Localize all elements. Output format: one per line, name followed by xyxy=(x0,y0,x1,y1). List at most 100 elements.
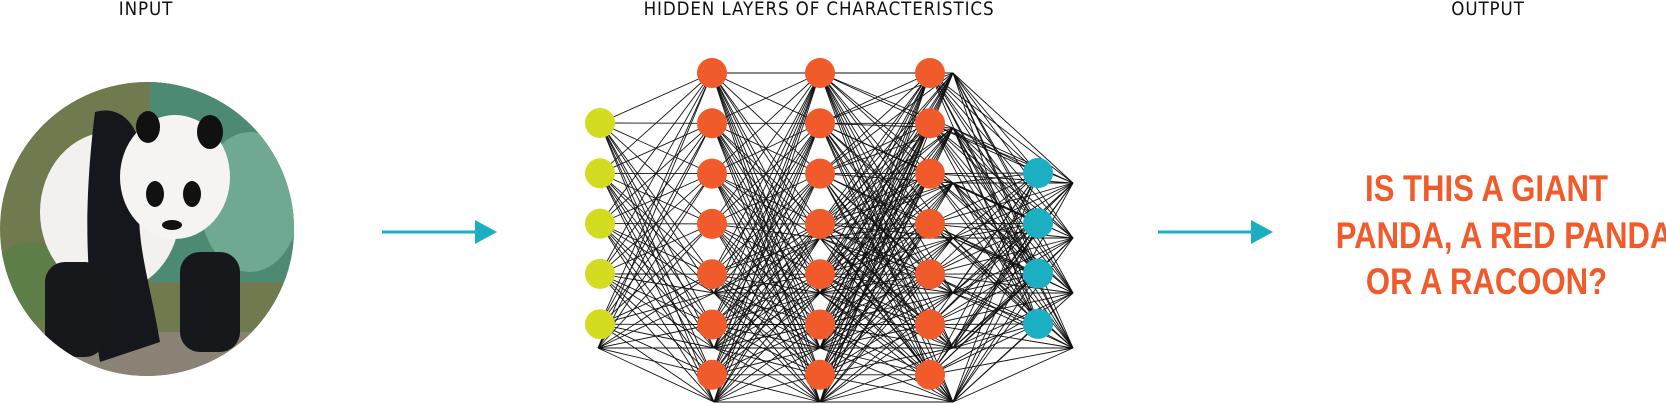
hidden-node xyxy=(697,309,727,340)
connection-line xyxy=(599,72,713,325)
connection-line xyxy=(952,237,1039,325)
hidden-node xyxy=(915,359,945,390)
connection-line xyxy=(819,292,954,325)
hidden-layers-label: HIDDEN LAYERS OF CHARACTERISTICS xyxy=(643,0,995,20)
connection-line xyxy=(713,292,821,376)
hidden-node xyxy=(915,108,945,139)
connection-line xyxy=(713,292,821,403)
connection-line xyxy=(819,72,954,275)
connection-line xyxy=(713,324,821,403)
connection-line xyxy=(711,273,821,403)
connection-line xyxy=(711,72,821,239)
connection-line xyxy=(952,72,1039,325)
connection-line xyxy=(597,324,713,349)
connection-line xyxy=(952,182,1074,294)
connection-line xyxy=(711,273,821,349)
connection-line xyxy=(952,292,1074,403)
connection-line xyxy=(599,292,715,325)
connection-line xyxy=(929,172,1039,376)
connection-line xyxy=(713,292,821,325)
connection-line xyxy=(952,273,1039,403)
connection-line xyxy=(819,324,931,403)
connection-line xyxy=(819,72,931,239)
connection-line xyxy=(597,123,713,349)
connection-line xyxy=(713,173,821,294)
connection-line xyxy=(597,292,715,349)
hidden-node xyxy=(915,309,945,340)
connection-line xyxy=(713,237,821,349)
connection-line xyxy=(819,72,954,225)
connection-line xyxy=(929,182,1074,225)
connection-line xyxy=(597,347,715,403)
connection-line xyxy=(599,123,713,325)
connection-line xyxy=(929,72,1039,174)
hidden-node xyxy=(805,58,835,88)
output-question: IS THIS A GIANT PANDA, A RED PANDA OR A … xyxy=(1307,166,1666,306)
connection-line xyxy=(819,324,954,349)
input-node xyxy=(585,108,615,138)
connection-line xyxy=(819,273,931,294)
connection-line xyxy=(952,127,1039,224)
connection-line xyxy=(713,324,821,349)
connection-line xyxy=(819,237,954,275)
connection-line xyxy=(819,292,931,325)
output-node xyxy=(1023,158,1053,188)
connection-line xyxy=(599,173,715,349)
connection-line xyxy=(819,173,931,239)
connection-line xyxy=(819,223,931,294)
connection-line xyxy=(819,127,954,225)
connection-line xyxy=(713,123,821,403)
connection-line xyxy=(599,122,715,294)
connection-line xyxy=(952,127,1039,174)
connection-line xyxy=(711,72,821,124)
connection-line xyxy=(929,223,1074,239)
connection-line xyxy=(952,172,1039,294)
input-label: INPUT xyxy=(118,0,174,20)
connection-line xyxy=(819,127,954,275)
connection-line xyxy=(711,72,821,375)
panda-image xyxy=(0,82,294,376)
connection-line xyxy=(713,347,821,376)
connection-line xyxy=(711,123,821,294)
connection-line xyxy=(819,223,931,239)
connection-line xyxy=(599,72,713,275)
connection-line xyxy=(819,72,931,124)
connection-line xyxy=(711,223,821,403)
connection-line xyxy=(711,173,821,239)
connection-line xyxy=(819,273,931,403)
connection-line xyxy=(929,72,1074,239)
connection-line xyxy=(599,273,715,403)
connection-line xyxy=(597,223,713,349)
connection-line xyxy=(711,223,821,294)
connection-line xyxy=(929,172,1039,175)
connection-line xyxy=(599,323,715,403)
connection-line xyxy=(819,324,931,376)
connection-line xyxy=(952,222,1039,294)
connection-line xyxy=(711,173,821,376)
connection-line xyxy=(952,127,1039,325)
connection-line xyxy=(929,292,1074,325)
connection-line xyxy=(952,182,1074,349)
input-node xyxy=(585,158,615,189)
connection-line xyxy=(713,223,821,349)
connection-line xyxy=(819,123,931,294)
connection-line xyxy=(599,173,715,403)
connection-line xyxy=(711,324,821,376)
connection-line xyxy=(819,374,931,403)
connection-line xyxy=(952,172,1039,239)
question-line: IS THIS A GIANT xyxy=(1365,168,1608,209)
connection-line xyxy=(599,72,713,224)
output-label: OUTPUT xyxy=(1451,0,1525,20)
output-node xyxy=(1023,258,1053,289)
connection-line xyxy=(597,347,713,376)
connection-line xyxy=(711,72,821,275)
connection-line xyxy=(819,72,931,294)
connection-line xyxy=(713,72,821,349)
connection-line xyxy=(819,72,931,174)
hidden-node xyxy=(697,259,727,290)
connection-line xyxy=(819,72,931,275)
connection-line xyxy=(819,72,954,239)
connection-line xyxy=(713,374,821,403)
arrow-right-icon xyxy=(1158,220,1273,244)
connection-line xyxy=(713,237,821,294)
